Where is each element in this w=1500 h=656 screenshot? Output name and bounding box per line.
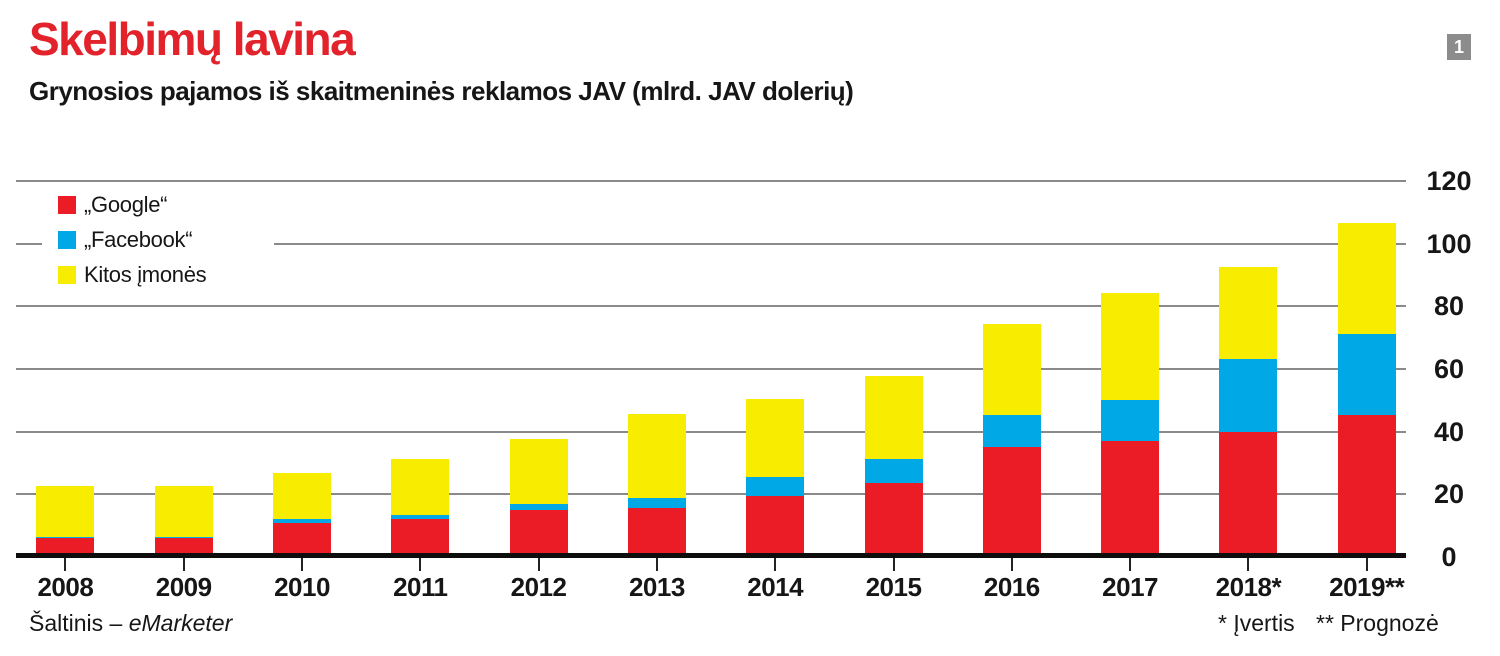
x-tick-2008 bbox=[64, 558, 67, 571]
bar-segment-facebook-2012 bbox=[509, 503, 568, 510]
x-tick-2018 bbox=[1247, 558, 1250, 571]
gridline-60 bbox=[16, 367, 1406, 370]
x-tick-2012 bbox=[537, 558, 540, 571]
bar-segment-kitosįmonės-2016 bbox=[982, 324, 1041, 415]
bar-segment-facebook-2016 bbox=[982, 414, 1041, 448]
legend-item-other: Kitos įmonės bbox=[58, 262, 274, 288]
x-tick-label-2008: 2008 bbox=[37, 572, 94, 602]
gridline-80 bbox=[16, 305, 1406, 308]
legend-item-facebook: „Facebook“ bbox=[58, 227, 274, 253]
x-tick-label-2017: 2017 bbox=[1102, 572, 1159, 602]
x-tick-label-2016: 2016 bbox=[983, 572, 1040, 602]
bar-segment-facebook-2010 bbox=[273, 519, 331, 524]
bar-segment-kitosįmonės-2011 bbox=[391, 459, 450, 515]
bar-segment-kitosįmonės-2014 bbox=[746, 399, 805, 477]
chart-legend: „Google“ „Facebook“ Kitos įmonės bbox=[42, 192, 274, 288]
gridline-120 bbox=[16, 179, 1406, 182]
legend-swatch-facebook bbox=[58, 231, 76, 249]
footnote-estimate: * Įvertis bbox=[1218, 610, 1295, 636]
source-prefix: Šaltinis – bbox=[29, 610, 129, 636]
bar-segment-kitosįmonės-2019 bbox=[1337, 222, 1396, 334]
x-tick-label-2013: 2013 bbox=[628, 572, 685, 602]
legend-swatch-other bbox=[58, 266, 76, 284]
legend-label-facebook: „Facebook“ bbox=[84, 227, 193, 252]
legend-label-other: Kitos įmonės bbox=[84, 262, 207, 287]
x-tick-2019 bbox=[1365, 558, 1368, 571]
bar-segment-google-2014 bbox=[746, 496, 805, 557]
bar-segment-kitosįmonės-2010 bbox=[273, 473, 331, 520]
bar-segment-facebook-2014 bbox=[746, 476, 805, 497]
bar-segment-google-2010 bbox=[273, 523, 331, 557]
y-tick-label-40: 40 bbox=[1433, 416, 1465, 447]
bar-segment-google-2018 bbox=[1219, 431, 1278, 557]
y-tick-label-100: 100 bbox=[1426, 228, 1472, 259]
bar-segment-kitosįmonės-2018 bbox=[1219, 267, 1278, 359]
bar-segment-facebook-2008 bbox=[36, 536, 95, 539]
bar-segment-facebook-2017 bbox=[1101, 399, 1160, 441]
bar-segment-facebook-2011 bbox=[391, 514, 450, 519]
bar-segment-google-2009 bbox=[154, 538, 213, 557]
x-tick-label-2011: 2011 bbox=[393, 572, 448, 602]
bar-segment-kitosįmonės-2012 bbox=[509, 439, 568, 504]
x-tick-2017 bbox=[1129, 558, 1132, 571]
gridline-100 bbox=[16, 242, 1406, 245]
bar-segment-google-2008 bbox=[36, 538, 95, 557]
bar-segment-kitosįmonės-2009 bbox=[154, 486, 213, 537]
figure-number-badge: 1 bbox=[1447, 34, 1471, 60]
page-title: Skelbimų lavina bbox=[29, 13, 356, 65]
bar-segment-google-2015 bbox=[864, 482, 923, 557]
bar-segment-facebook-2018 bbox=[1219, 358, 1278, 432]
legend-item-google: „Google“ bbox=[58, 192, 274, 218]
bar-segment-facebook-2009 bbox=[154, 536, 213, 539]
bar-segment-facebook-2013 bbox=[627, 497, 686, 509]
x-tick-label-2019: 2019** bbox=[1329, 572, 1405, 602]
x-tick-label-2015: 2015 bbox=[865, 572, 922, 602]
bar-segment-google-2016 bbox=[982, 447, 1041, 557]
x-tick-label-2018: 2018* bbox=[1215, 572, 1282, 602]
footnote-forecast: ** Prognozė bbox=[1316, 610, 1439, 636]
bar-segment-google-2013 bbox=[627, 508, 686, 557]
bar-segment-google-2012 bbox=[509, 509, 568, 557]
bar-segment-kitosįmonės-2008 bbox=[36, 485, 95, 537]
y-tick-label-80: 80 bbox=[1433, 291, 1465, 322]
x-tick-label-2009: 2009 bbox=[155, 572, 212, 602]
source-note: Šaltinis – eMarketer bbox=[29, 610, 232, 637]
x-tick-2010 bbox=[301, 558, 303, 571]
y-tick-label-20: 20 bbox=[1433, 479, 1465, 510]
x-tick-2015 bbox=[892, 558, 895, 571]
x-tick-2013 bbox=[655, 558, 658, 571]
bar-segment-kitosįmonės-2017 bbox=[1101, 293, 1160, 400]
bar-segment-google-2017 bbox=[1101, 441, 1160, 557]
gridline-20 bbox=[16, 493, 1406, 496]
bar-segment-google-2011 bbox=[391, 518, 450, 557]
y-tick-label-0: 0 bbox=[1441, 542, 1457, 572]
legend-swatch-google bbox=[58, 196, 76, 214]
x-tick-2009 bbox=[182, 558, 185, 571]
bar-segment-google-2019 bbox=[1337, 415, 1396, 557]
bar-segment-kitosįmonės-2013 bbox=[627, 413, 686, 498]
x-tick-2014 bbox=[774, 558, 777, 571]
bar-segment-facebook-2019 bbox=[1337, 333, 1396, 416]
x-tick-label-2010: 2010 bbox=[274, 572, 330, 602]
y-tick-label-60: 60 bbox=[1433, 353, 1465, 384]
bar-segment-facebook-2015 bbox=[864, 459, 923, 483]
legend-label-google: „Google“ bbox=[84, 192, 168, 217]
gridline-40 bbox=[16, 430, 1406, 433]
x-tick-label-2012: 2012 bbox=[510, 572, 567, 602]
x-axis-line bbox=[16, 553, 1406, 558]
y-tick-label-120: 120 bbox=[1426, 165, 1472, 196]
x-tick-label-2014: 2014 bbox=[747, 572, 804, 602]
chart-subtitle: Grynosios pajamos iš skaitmeninės reklam… bbox=[29, 76, 854, 106]
bar-segment-kitosįmonės-2015 bbox=[864, 376, 923, 460]
source-name: eMarketer bbox=[128, 610, 233, 636]
x-tick-2011 bbox=[419, 558, 422, 571]
x-tick-2016 bbox=[1010, 558, 1013, 571]
